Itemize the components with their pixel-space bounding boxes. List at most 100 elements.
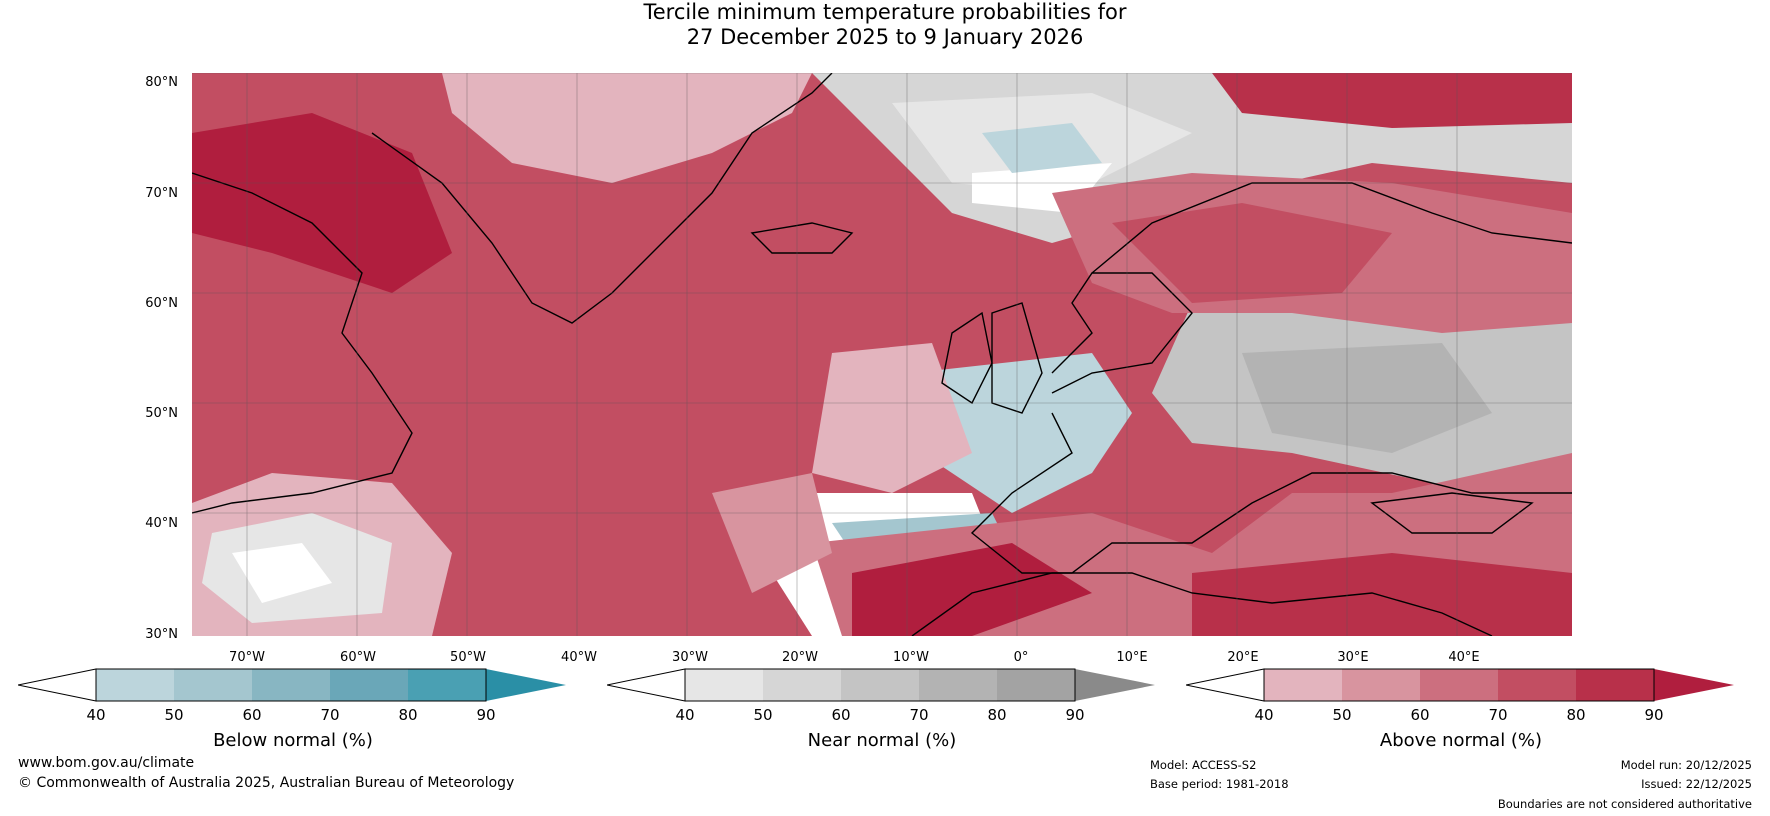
colorbar-above-normal: 40 50 60 70 80 90 Above normal (%) — [1186, 668, 1736, 758]
colorbar-above-label: Above normal (%) — [1379, 730, 1543, 751]
colorbar-above-tick: 80 — [1566, 706, 1586, 724]
colorbar-near-upper-arrow — [1075, 669, 1155, 701]
north-america-coast — [192, 172, 413, 514]
lon-label-30e: 30°E — [1337, 650, 1369, 665]
north-africa-coast — [911, 572, 1493, 636]
colorbar-near-swatch-40-50 — [685, 669, 763, 701]
colorbar-above-upper-arrow — [1654, 669, 1734, 701]
footer-base-period: Base period: 1981-2018 — [1150, 777, 1289, 791]
colorbar-below-tick: 50 — [164, 706, 184, 724]
colorbar-below-swatch-70-80 — [330, 669, 408, 701]
middle-east-strong-region — [1192, 553, 1572, 636]
colorbar-below-normal: 40 50 60 70 80 90 Below normal (%) — [18, 668, 568, 758]
lon-label-50w: 50°W — [450, 650, 486, 665]
north-africa-strong-region — [852, 543, 1092, 636]
colorbar-near-frame — [684, 668, 1076, 702]
lon-label-0: 0° — [1013, 650, 1029, 665]
central-atlantic-light — [712, 473, 832, 593]
arctic-below-patch — [982, 123, 1102, 173]
colorbar-above-lower-arrow — [1186, 668, 1265, 702]
colorbar-above-swatches — [1186, 668, 1734, 702]
colorbar-above-swatch-50-60 — [1342, 669, 1420, 701]
colorbar-above-tick: 60 — [1410, 706, 1430, 724]
bay-of-biscay-light — [812, 343, 972, 493]
footer-disclaimer: Boundaries are not considered authoritat… — [1497, 797, 1752, 811]
colorbar-near-swatch-70-80 — [919, 669, 997, 701]
colorbar-below-tick: 90 — [476, 706, 496, 724]
colorbar-below-label: Below normal (%) — [213, 730, 373, 751]
lon-label-30w: 30°W — [672, 650, 708, 665]
colorbar-below-swatch-80-90 — [408, 669, 486, 701]
colorbar-near-tick: 60 — [831, 706, 851, 724]
lon-label-20w: 20°W — [782, 650, 818, 665]
colorbar-near-tick: 40 — [675, 706, 695, 724]
colorbar-near-swatch-80-90 — [997, 669, 1075, 701]
colorbar-below-lower-arrow — [18, 668, 97, 702]
mediterranean-north-coast — [970, 412, 1572, 574]
colorbar-above-tick: 90 — [1644, 706, 1664, 724]
lon-label-20e: 20°E — [1227, 650, 1259, 665]
colorbar-above-tick: 50 — [1332, 706, 1352, 724]
footer-copyright: © Commonwealth of Australia 2025, Austra… — [18, 775, 515, 791]
greenland-light-region — [442, 73, 812, 183]
colorbar-near-label: Near normal (%) — [807, 730, 957, 751]
lat-label-40n: 40°N — [145, 516, 178, 531]
footer-model-run: Model run: 20/12/2025 — [1620, 758, 1752, 772]
colorbar-above-swatch-70-80 — [1498, 669, 1576, 701]
lon-label-40w: 40°W — [561, 650, 597, 665]
colorbar-below-swatch-60-70 — [252, 669, 330, 701]
colorbar-near-tick: 90 — [1065, 706, 1085, 724]
colorbar-above-frame — [1263, 668, 1655, 702]
barents-above-region — [1212, 73, 1572, 128]
colorbar-near-tick: 50 — [753, 706, 773, 724]
colorbar-below-frame — [95, 668, 487, 702]
west-europe-coast — [1051, 272, 1193, 394]
colorbar-near-normal: 40 50 60 70 80 90 Near normal (%) — [607, 668, 1157, 758]
colorbar-near-lower-arrow — [607, 668, 686, 702]
lon-label-10e: 10°E — [1116, 650, 1148, 665]
map-svg — [192, 73, 1572, 636]
colorbar-below-tick: 70 — [320, 706, 340, 724]
lat-label-30n: 30°N — [145, 627, 178, 642]
chart-title: Tercile minimum temperature probabilitie… — [0, 0, 1770, 50]
ireland-coast — [941, 311, 993, 405]
colorbar-below-tick: 40 — [86, 706, 106, 724]
colorbar-near-tick: 70 — [909, 706, 929, 724]
colorbar-near-swatches — [607, 668, 1155, 702]
lon-label-70w: 70°W — [229, 650, 265, 665]
lon-label-10w: 10°W — [893, 650, 929, 665]
subtropical-white-patch — [232, 543, 332, 603]
colorbar-below-swatch-50-60 — [174, 669, 252, 701]
lat-label-80n: 80°N — [145, 75, 178, 90]
title-line-2: 27 December 2025 to 9 January 2026 — [686, 25, 1084, 49]
west-europe-below-region — [892, 353, 1132, 513]
gridlines — [192, 73, 1572, 636]
europe-near-dark-region — [1242, 343, 1492, 453]
colorbar-below-upper-arrow — [486, 669, 566, 701]
scandinavia-strong-region — [1112, 203, 1392, 303]
iceland-coast — [750, 222, 854, 254]
colorbar-near-tick: 80 — [987, 706, 1007, 724]
lon-label-60w: 60°W — [340, 650, 376, 665]
lat-label-70n: 70°N — [145, 186, 178, 201]
colorbar-above-swatch-40-50 — [1264, 669, 1342, 701]
title-line-1: Tercile minimum temperature probabilitie… — [643, 0, 1127, 24]
colorbar-near-swatch-60-70 — [841, 669, 919, 701]
colorbar-below-tick: 60 — [242, 706, 262, 724]
colorbar-above-tick: 70 — [1488, 706, 1508, 724]
footer-model: Model: ACCESS-S2 — [1150, 758, 1257, 772]
colorbar-above-swatch-60-70 — [1420, 669, 1498, 701]
black-sea-coast — [1370, 492, 1534, 534]
colorbar-below-tick: 80 — [398, 706, 418, 724]
footer-issued: Issued: 22/12/2025 — [1641, 777, 1752, 791]
colorbar-above-swatch-80-90 — [1576, 669, 1654, 701]
probability-map — [192, 73, 1572, 636]
lat-label-50n: 50°N — [145, 406, 178, 421]
footer-website: www.bom.gov.au/climate — [18, 755, 195, 771]
labrador-strong-region — [192, 113, 452, 293]
lat-label-60n: 60°N — [145, 296, 178, 311]
colorbar-near-swatch-50-60 — [763, 669, 841, 701]
colorbar-above-tick: 40 — [1254, 706, 1274, 724]
lon-label-40e: 40°E — [1448, 650, 1480, 665]
colorbar-below-swatch-40-50 — [96, 669, 174, 701]
